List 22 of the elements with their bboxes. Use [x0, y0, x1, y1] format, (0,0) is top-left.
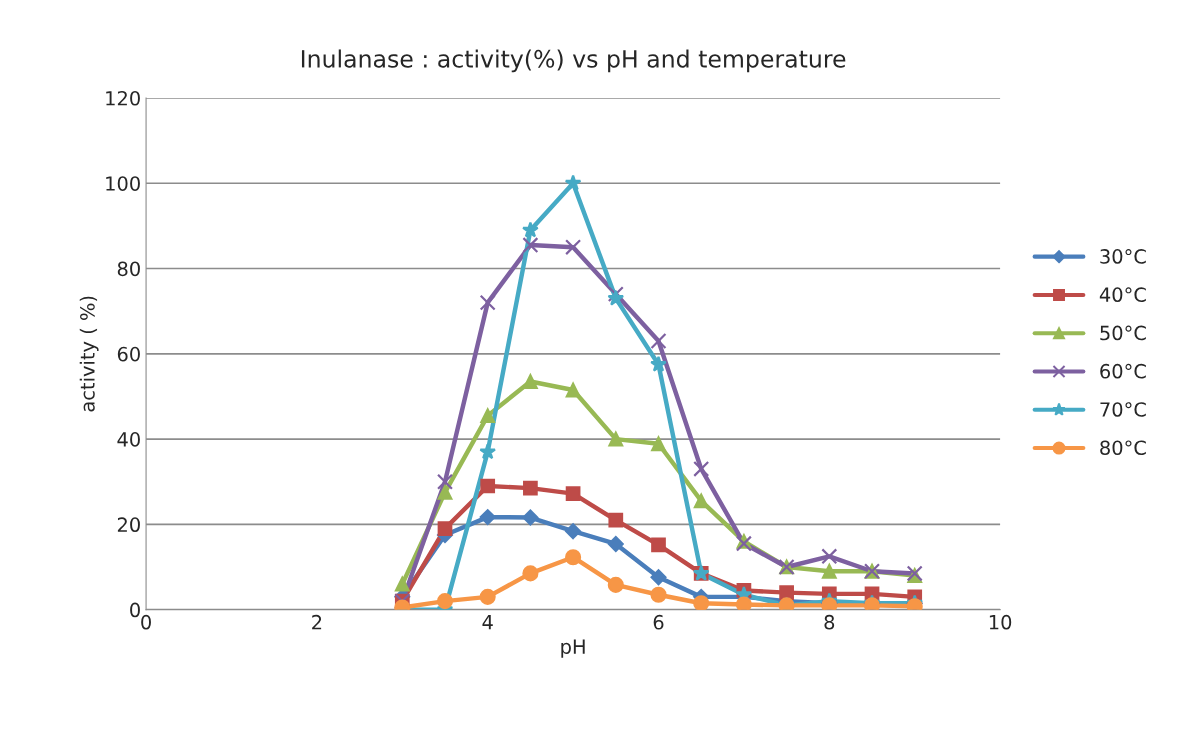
x-tick-label: 8: [824, 614, 835, 630]
x-axis-title: pH: [561, 639, 585, 658]
y-tick-label: 80: [117, 261, 140, 277]
x-tick-label: 6: [653, 614, 664, 630]
x-tick-label: 4: [482, 615, 493, 630]
legend-label: 50°C: [1100, 325, 1146, 341]
legend-label: 60°C: [1100, 363, 1146, 379]
legend-label: 70°C: [1100, 402, 1146, 417]
legend-label: 80°C: [1100, 440, 1146, 456]
x-tick-label: 0: [141, 614, 151, 630]
x-tick-label: 10: [989, 614, 1012, 630]
legend-label: 30°C: [1100, 249, 1146, 264]
y-tick-label: 0: [130, 602, 140, 618]
y-tick-label: 120: [106, 90, 140, 106]
y-tick-label: 100: [106, 176, 140, 191]
legend-label: 40°C: [1099, 287, 1146, 303]
x-tick-label: 2: [312, 614, 322, 630]
y-tick-label: 20: [117, 517, 140, 533]
chart-title: Inulanase : activity(%) vs pH and temperature: [301, 49, 846, 73]
y-axis-title: activity ( %): [79, 296, 99, 412]
y-tick-label: 40: [117, 432, 140, 447]
y-tick-label: 60: [117, 346, 140, 362]
